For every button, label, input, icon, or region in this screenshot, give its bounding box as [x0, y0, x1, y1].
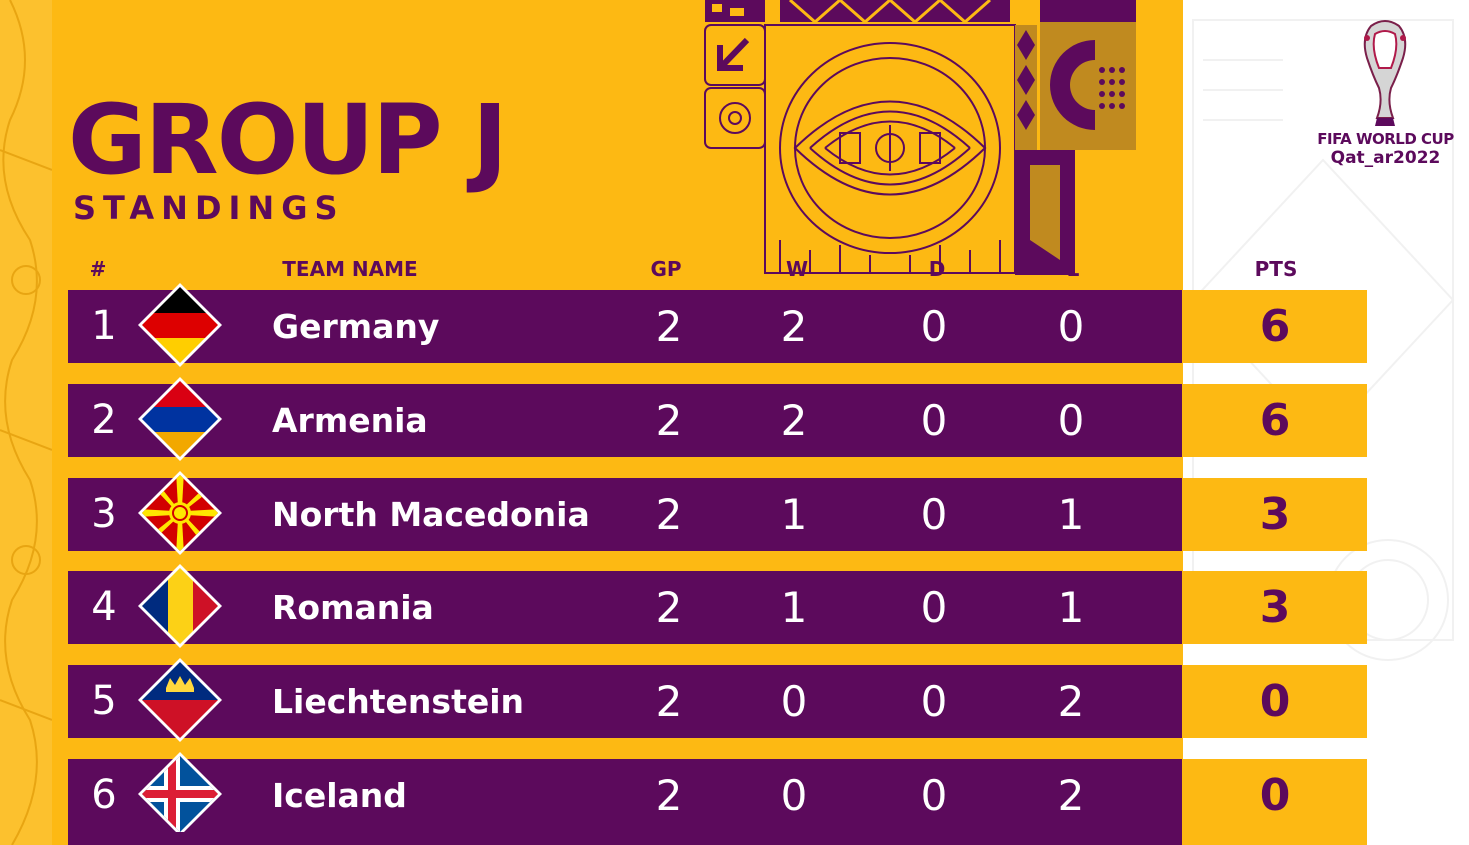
l-cell: 0	[1057, 302, 1085, 351]
d-cell: 0	[920, 677, 948, 726]
l-cell: 2	[1057, 771, 1085, 820]
team-name-cell: Germany	[272, 307, 440, 346]
germany-flag-icon	[138, 283, 222, 367]
d-cell: 0	[920, 771, 948, 820]
rank-cell: 5	[91, 678, 117, 724]
table-row: 1 Germany 2 2 0 0	[68, 283, 1182, 367]
pts-box: 0	[1183, 759, 1367, 832]
header-rank: #	[89, 257, 107, 281]
gp-cell: 2	[655, 490, 683, 539]
liechtenstein-flag-icon	[138, 658, 222, 742]
l-cell: 1	[1057, 583, 1085, 632]
gp-cell: 2	[655, 771, 683, 820]
pts-cell: 3	[1259, 489, 1291, 540]
d-cell: 0	[920, 396, 948, 445]
fifa-world-cup-logo: FIFA WORLD CUP Qat_ar2022	[1313, 18, 1458, 168]
world-cup-trophy-icon	[1363, 20, 1407, 126]
gp-cell: 2	[655, 302, 683, 351]
header-pts: PTS	[1254, 257, 1298, 281]
w-cell: 0	[780, 677, 808, 726]
team-name-cell: Liechtenstein	[272, 682, 525, 721]
pts-box: 3	[1183, 478, 1367, 551]
team-name-cell: Romania	[272, 588, 434, 627]
page-title: GROUP J	[68, 84, 508, 196]
rank-cell: 3	[91, 491, 117, 537]
team-name-cell: Armenia	[272, 401, 428, 440]
pts-cell: 6	[1259, 301, 1291, 352]
page-subtitle: STANDINGS	[73, 189, 345, 227]
table-row: 5 Liechtenstein 2 0 0 2	[68, 658, 1182, 742]
qatar-2022-text: Qat_ar2022	[1330, 148, 1441, 168]
rank-cell: 1	[91, 303, 117, 349]
l-cell: 2	[1057, 677, 1085, 726]
rank-cell: 6	[91, 772, 117, 818]
decorative-stadium-pattern	[700, 0, 1140, 279]
iceland-flag-icon	[138, 752, 222, 836]
table-row: 6 Iceland 2 0 0 2	[68, 752, 1182, 836]
rank-cell: 4	[91, 584, 117, 630]
pts-box: 3	[1183, 571, 1367, 644]
table-row: 2 Armenia 2 2 0 0	[68, 377, 1182, 461]
table-row: 4 Romania 2 1 0 1	[68, 564, 1182, 648]
gp-cell: 2	[655, 396, 683, 445]
team-name-cell: Iceland	[272, 776, 407, 815]
header-gp: GP	[650, 257, 682, 281]
partial-pts-edge	[1183, 832, 1367, 845]
pts-box: 0	[1183, 665, 1367, 738]
d-cell: 0	[920, 302, 948, 351]
w-cell: 2	[780, 396, 808, 445]
l-cell: 1	[1057, 490, 1085, 539]
w-cell: 0	[780, 771, 808, 820]
romania-flag-icon	[138, 564, 222, 648]
partial-row-edge	[68, 832, 1182, 845]
w-cell: 1	[780, 583, 808, 632]
pts-box: 6	[1183, 384, 1367, 457]
pts-cell: 3	[1259, 582, 1291, 633]
table-row: 3 North Macedo	[68, 471, 1182, 555]
armenia-flag-icon	[138, 377, 222, 461]
team-name-cell: North Macedonia	[272, 495, 590, 534]
fifa-world-cup-text: FIFA WORLD CUP	[1317, 130, 1454, 148]
w-cell: 2	[780, 302, 808, 351]
north-macedonia-flag-icon	[138, 471, 222, 555]
gp-cell: 2	[655, 677, 683, 726]
w-cell: 1	[780, 490, 808, 539]
gp-cell: 2	[655, 583, 683, 632]
header-team-name: TEAM NAME	[282, 257, 418, 281]
header-l: L	[1066, 257, 1080, 281]
rank-cell: 2	[91, 397, 117, 443]
pts-cell: 6	[1259, 395, 1291, 446]
header-d: D	[928, 257, 946, 281]
pts-cell: 0	[1259, 676, 1291, 727]
d-cell: 0	[920, 583, 948, 632]
d-cell: 0	[920, 490, 948, 539]
pts-cell: 0	[1259, 770, 1291, 821]
header-w: W	[785, 257, 809, 281]
pts-box: 6	[1183, 290, 1367, 363]
l-cell: 0	[1057, 396, 1085, 445]
left-pattern-strip	[0, 0, 52, 845]
